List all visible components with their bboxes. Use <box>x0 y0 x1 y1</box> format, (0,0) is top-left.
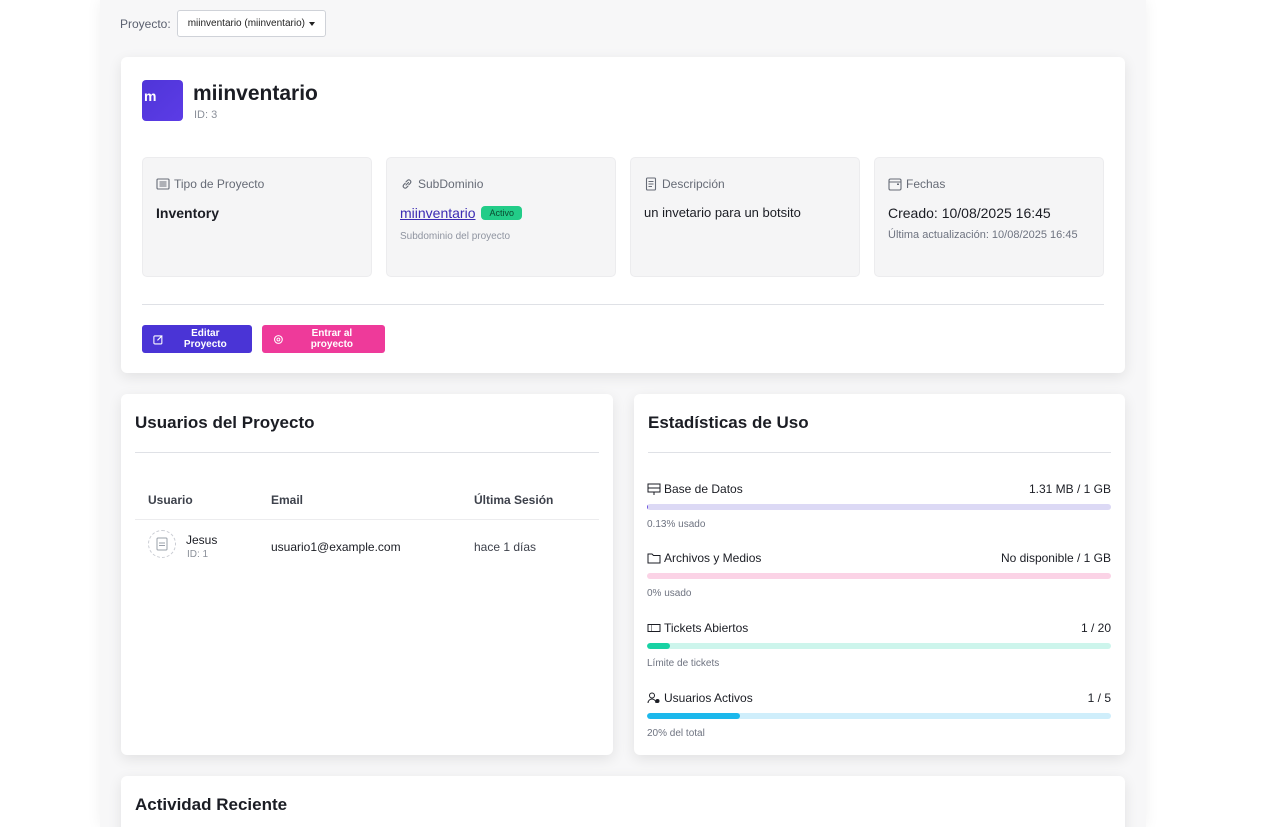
project-selector-label: Proyecto: <box>120 16 171 31</box>
progress-fill <box>647 504 648 510</box>
project-type-value: Inventory <box>156 205 220 221</box>
avatar <box>148 530 176 558</box>
project-dropdown[interactable]: miinventario (miinventario) <box>176 10 326 37</box>
activity-card-title: Actividad Reciente <box>135 795 288 814</box>
project-type-card: Tipo de Proyecto Inventory <box>142 157 372 277</box>
progress-bar <box>647 713 1111 719</box>
project-avatar: m <box>142 80 183 121</box>
page-shell: Proyecto: miinventario (miinventario) m … <box>100 0 1146 827</box>
user-name: Jesus <box>186 533 218 547</box>
column-header-email: Email <box>271 493 304 507</box>
stat-label: Archivos y Medios <box>664 551 762 565</box>
column-header-user: Usuario <box>148 493 193 507</box>
project-users-card: Usuarios del Proyecto Usuario Email Últi… <box>121 394 613 755</box>
stat-value: 1.31 MB / 1 GB <box>1028 482 1111 496</box>
folder-icon <box>647 553 661 564</box>
project-selector-row: Proyecto: miinventario (miinventario) <box>120 10 326 37</box>
project-id: ID: 3 <box>194 109 218 121</box>
calendar-icon <box>888 178 902 191</box>
stat-active-users: Usuarios Activos 1 / 5 20% del total <box>647 691 1111 739</box>
caret-down-icon <box>308 21 315 26</box>
stat-files: Archivos y Medios No disponible / 1 GB 0… <box>647 551 1111 599</box>
users-icon <box>647 692 660 704</box>
usage-stats-card: Estadísticas de Uso Base de Datos 1.31 M… <box>634 394 1125 755</box>
description-card: Descripción un invetario para un botsito <box>630 157 860 277</box>
subdomain-link[interactable]: miinventario <box>400 205 476 221</box>
stat-value: 1 / 20 <box>1080 621 1111 635</box>
users-card-title: Usuarios del Proyecto <box>135 413 315 432</box>
link-icon <box>402 179 412 189</box>
ticket-icon <box>647 624 661 632</box>
edit-project-label: Editar Proyecto <box>183 328 227 350</box>
status-badge: Activo <box>481 206 522 220</box>
stat-tickets: Tickets Abiertos 1 / 20 Límite de ticket… <box>647 621 1111 669</box>
edit-project-button[interactable]: Editar Proyecto <box>142 325 252 353</box>
list-icon <box>156 178 170 190</box>
database-icon <box>647 483 661 495</box>
stat-note: 0.13% usado <box>647 519 706 530</box>
user-last-session: hace 1 días <box>474 540 537 554</box>
enter-project-label: Entrar al proyecto <box>310 328 354 350</box>
stat-note: 0% usado <box>647 588 692 599</box>
divider <box>648 452 1111 453</box>
column-header-last-session: Última Sesión <box>474 493 554 507</box>
stat-label: Tickets Abiertos <box>664 621 749 635</box>
dates-card: Fechas Creado: 10/08/2025 16:45 Última a… <box>874 157 1104 277</box>
progress-fill <box>647 643 671 649</box>
project-type-title: Tipo de Proyecto <box>174 177 265 191</box>
user-id: ID: 1 <box>187 549 209 560</box>
divider <box>135 452 599 453</box>
user-email: usuario1@example.com <box>271 540 401 554</box>
progress-bar <box>647 504 1111 510</box>
subdomain-card: SubDominio miinventario Activo Subdominio… <box>386 157 616 277</box>
gear-icon <box>273 334 283 344</box>
description-value: un invetario para un botsito <box>644 205 801 220</box>
subdomain-hint: Subdominio del proyecto <box>400 231 511 242</box>
document-icon <box>645 177 657 191</box>
description-title: Descripción <box>662 177 725 191</box>
stat-note: 20% del total <box>647 728 705 739</box>
stat-note: Límite de tickets <box>647 658 720 669</box>
stats-card-title: Estadísticas de Uso <box>648 413 809 432</box>
user-image-icon <box>156 537 168 551</box>
stat-value: No disponible / 1 GB <box>1000 551 1111 565</box>
dates-title: Fechas <box>906 177 946 191</box>
subdomain-title: SubDominio <box>418 177 484 191</box>
project-dropdown-value: miinventario (miinventario) <box>187 18 305 29</box>
recent-activity-card: Actividad Reciente <box>121 776 1125 827</box>
stat-database: Base de Datos 1.31 MB / 1 GB 0.13% usado <box>647 482 1111 530</box>
stat-value: 1 / 5 <box>1087 691 1111 705</box>
progress-bar <box>647 573 1111 579</box>
progress-bar <box>647 643 1111 649</box>
progress-fill <box>647 713 740 719</box>
stat-label: Usuarios Activos <box>664 691 753 705</box>
project-title: miinventario <box>193 82 318 105</box>
project-header-card: m miinventario ID: 3 Tipo de Proyecto In… <box>121 57 1125 373</box>
edit-icon <box>153 334 163 344</box>
stat-label: Base de Datos <box>664 482 743 496</box>
created-date: Creado: 10/08/2025 16:45 <box>888 205 1051 221</box>
divider <box>135 519 599 520</box>
enter-project-button[interactable]: Entrar al proyecto <box>262 325 385 353</box>
updated-date: Última actualización: 10/08/2025 16:45 <box>888 229 1078 241</box>
divider <box>142 304 1104 305</box>
